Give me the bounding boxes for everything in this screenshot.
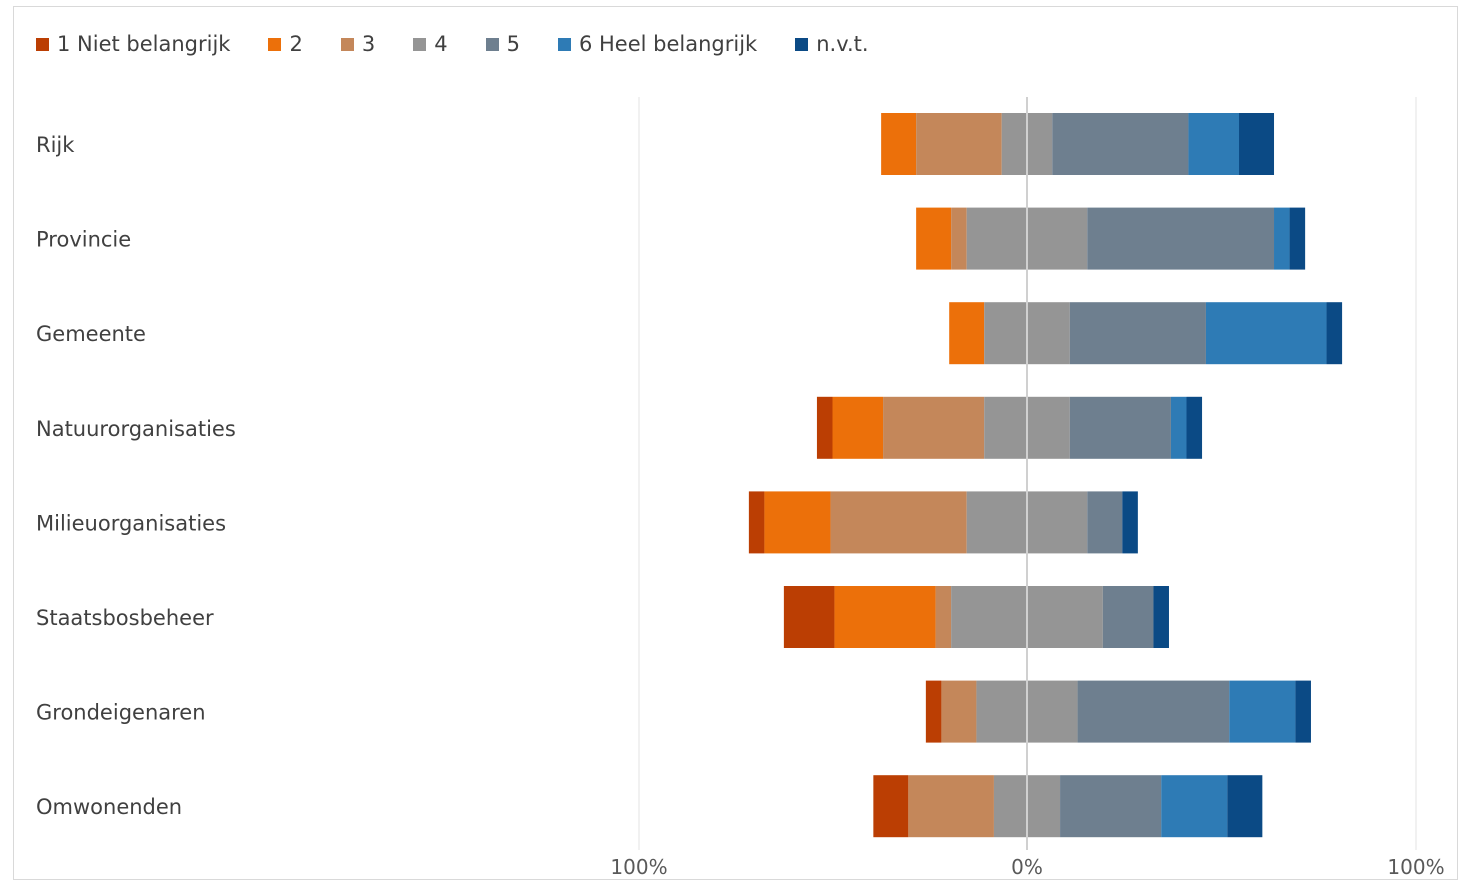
bar-segment xyxy=(1188,113,1240,175)
bar-segment xyxy=(1087,207,1275,270)
bar-segment xyxy=(1229,680,1296,743)
category-label: Provincie xyxy=(36,228,131,252)
bar-segment xyxy=(1052,113,1189,175)
legend-label: 4 xyxy=(434,32,448,56)
category-label: Rijk xyxy=(36,133,75,157)
bar-segment xyxy=(1161,775,1228,838)
bar-segment xyxy=(873,775,909,838)
bar-segment xyxy=(1060,775,1162,838)
bar-segment xyxy=(1077,680,1230,743)
x-tick-label: 0% xyxy=(1011,855,1043,879)
bar-segment xyxy=(1122,491,1138,554)
bar-segment xyxy=(1186,396,1203,459)
x-tick-label: 100% xyxy=(610,855,667,879)
category-label: Natuurorganisaties xyxy=(36,417,236,441)
bar-segment xyxy=(908,775,994,838)
bar-segment xyxy=(816,396,833,459)
legend-swatch xyxy=(268,37,282,51)
legend-item: 6 Heel belangrijk xyxy=(557,32,758,56)
legend-item: n.v.t. xyxy=(795,32,869,56)
bar-segment xyxy=(832,396,884,459)
category-label: Omwonenden xyxy=(36,795,182,819)
legend-label: 3 xyxy=(361,32,376,56)
legend-item: 2 xyxy=(268,32,303,56)
bar-segment xyxy=(883,396,985,459)
bar-segment xyxy=(1069,396,1171,459)
bar-segment xyxy=(1274,207,1290,270)
x-tick-label: 100% xyxy=(1387,855,1444,879)
bar-segment xyxy=(1102,586,1154,648)
bar-segment xyxy=(881,113,917,175)
category-label: Staatsbosbeheer xyxy=(36,606,214,630)
legend-label: 2 xyxy=(289,32,303,56)
bar-segment xyxy=(764,491,831,554)
bar-segment xyxy=(1289,207,1306,270)
bar-segment xyxy=(951,207,967,270)
legend-swatch xyxy=(795,37,809,51)
bar-segment xyxy=(834,586,936,648)
bar-segment xyxy=(1087,491,1123,554)
legend-swatch xyxy=(557,37,571,51)
legend-swatch xyxy=(485,37,499,51)
bar-segment xyxy=(916,207,952,270)
legend-label: 6 Heel belangrijk xyxy=(578,32,758,56)
legend: 1 Niet belangrijk 2 3 4 5 6 Heel belangrijk n.… xyxy=(36,29,907,59)
legend-swatch xyxy=(36,37,49,51)
bar-segment xyxy=(748,491,765,554)
bar-segment xyxy=(1326,302,1343,365)
legend-label: 5 xyxy=(506,32,520,56)
category-label: Milieuorganisaties xyxy=(36,511,226,535)
legend-item: 4 xyxy=(413,32,448,56)
bar-segment xyxy=(941,680,977,743)
bar-segment xyxy=(925,680,942,743)
legend-item: 5 xyxy=(485,32,520,56)
category-label: Grondeigenaren xyxy=(36,701,206,725)
bar-segment xyxy=(1170,396,1187,459)
legend-label: 1 Niet belangrijk xyxy=(57,32,231,56)
legend-swatch xyxy=(413,37,427,51)
bar-segment xyxy=(1227,775,1263,838)
bar-segment xyxy=(1205,302,1327,365)
bar-segment xyxy=(1239,113,1275,175)
legend-swatch xyxy=(340,37,354,51)
legend-item: 3 xyxy=(340,32,376,56)
bar-segment xyxy=(1069,302,1206,365)
legend-label: n.v.t. xyxy=(816,32,869,56)
bar-segment xyxy=(783,586,835,648)
category-label: Gemeente xyxy=(36,322,146,346)
bar-segment xyxy=(1295,680,1311,743)
bar-segment xyxy=(916,113,1002,175)
bar-segment xyxy=(830,491,967,554)
bar-segment xyxy=(949,302,985,365)
legend-item: 1 Niet belangrijk xyxy=(36,32,230,56)
bar-segment xyxy=(1153,586,1169,648)
bar-segment xyxy=(935,586,952,648)
